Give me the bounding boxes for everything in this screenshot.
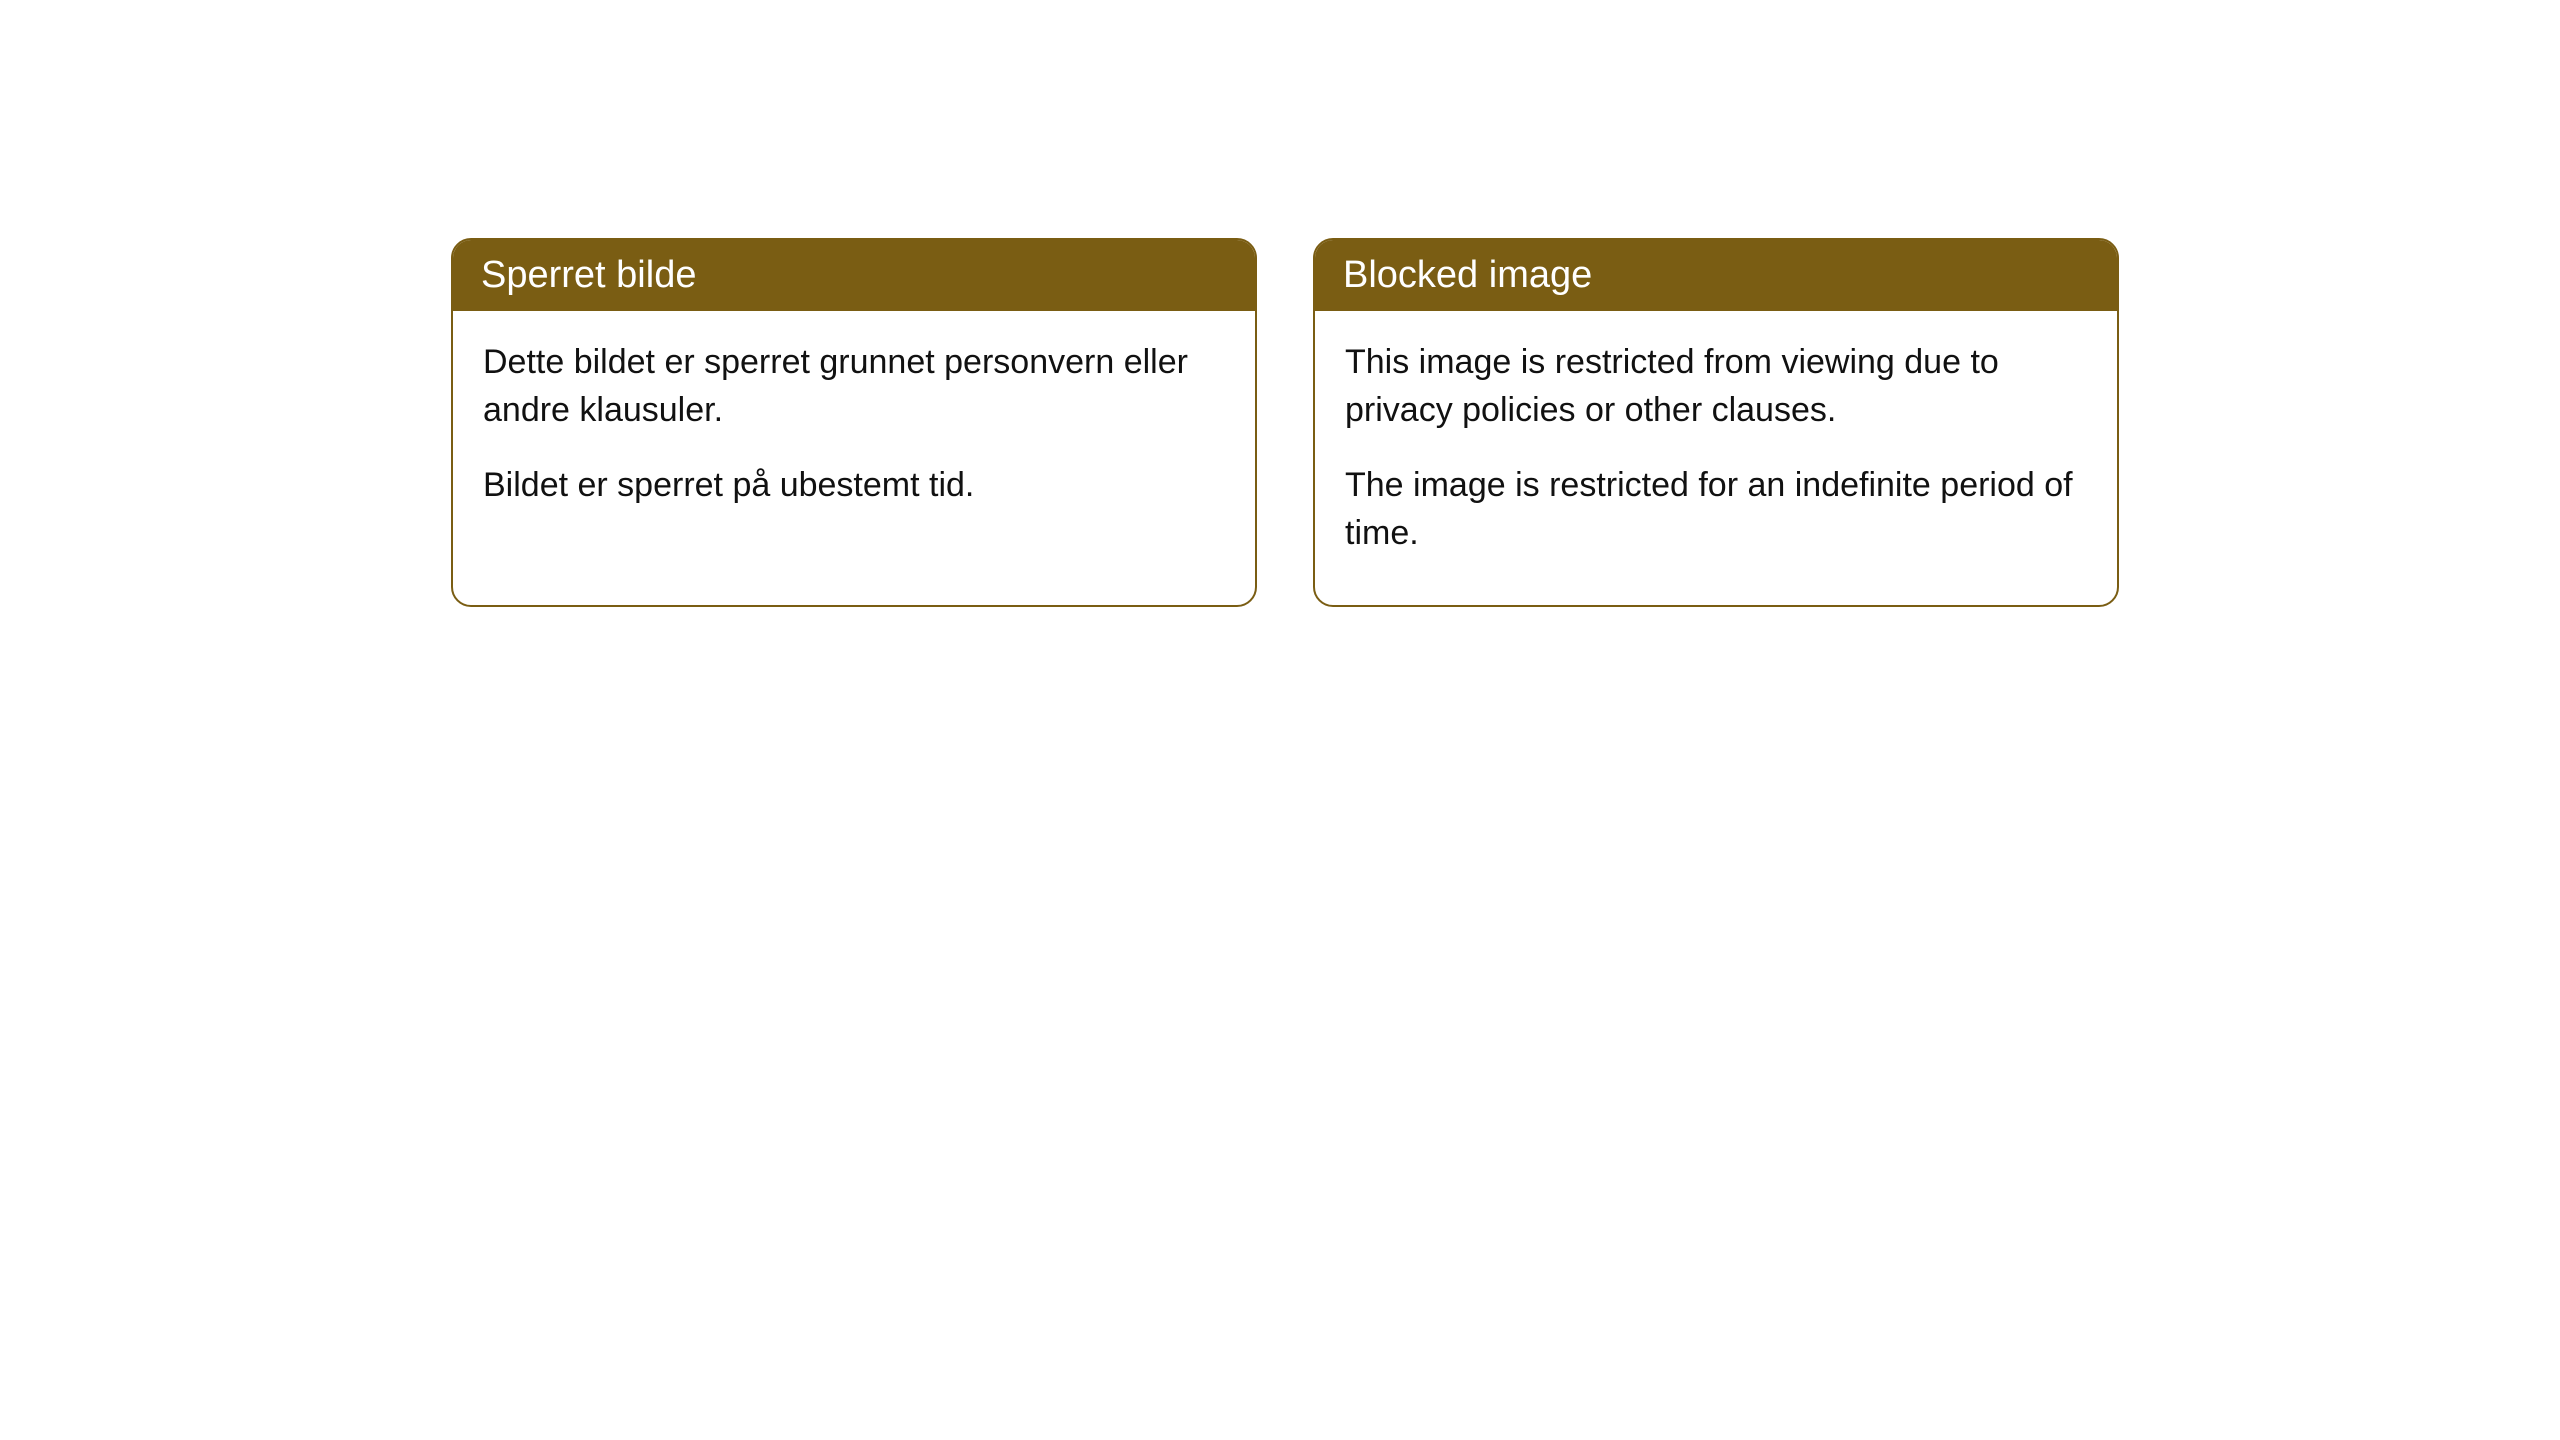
card-paragraph: This image is restricted from viewing du…: [1345, 339, 2087, 434]
card-body: This image is restricted from viewing du…: [1315, 311, 2117, 605]
cards-container: Sperret bilde Dette bildet er sperret gr…: [0, 0, 2560, 607]
card-body: Dette bildet er sperret grunnet personve…: [453, 311, 1255, 558]
notice-card-english: Blocked image This image is restricted f…: [1313, 238, 2119, 607]
card-title: Blocked image: [1343, 254, 1592, 296]
notice-card-norwegian: Sperret bilde Dette bildet er sperret gr…: [451, 238, 1257, 607]
card-paragraph: Dette bildet er sperret grunnet personve…: [483, 339, 1225, 434]
card-title: Sperret bilde: [481, 254, 696, 296]
card-paragraph: Bildet er sperret på ubestemt tid.: [483, 462, 1225, 510]
card-paragraph: The image is restricted for an indefinit…: [1345, 462, 2087, 557]
card-header: Sperret bilde: [453, 240, 1255, 311]
card-header: Blocked image: [1315, 240, 2117, 311]
